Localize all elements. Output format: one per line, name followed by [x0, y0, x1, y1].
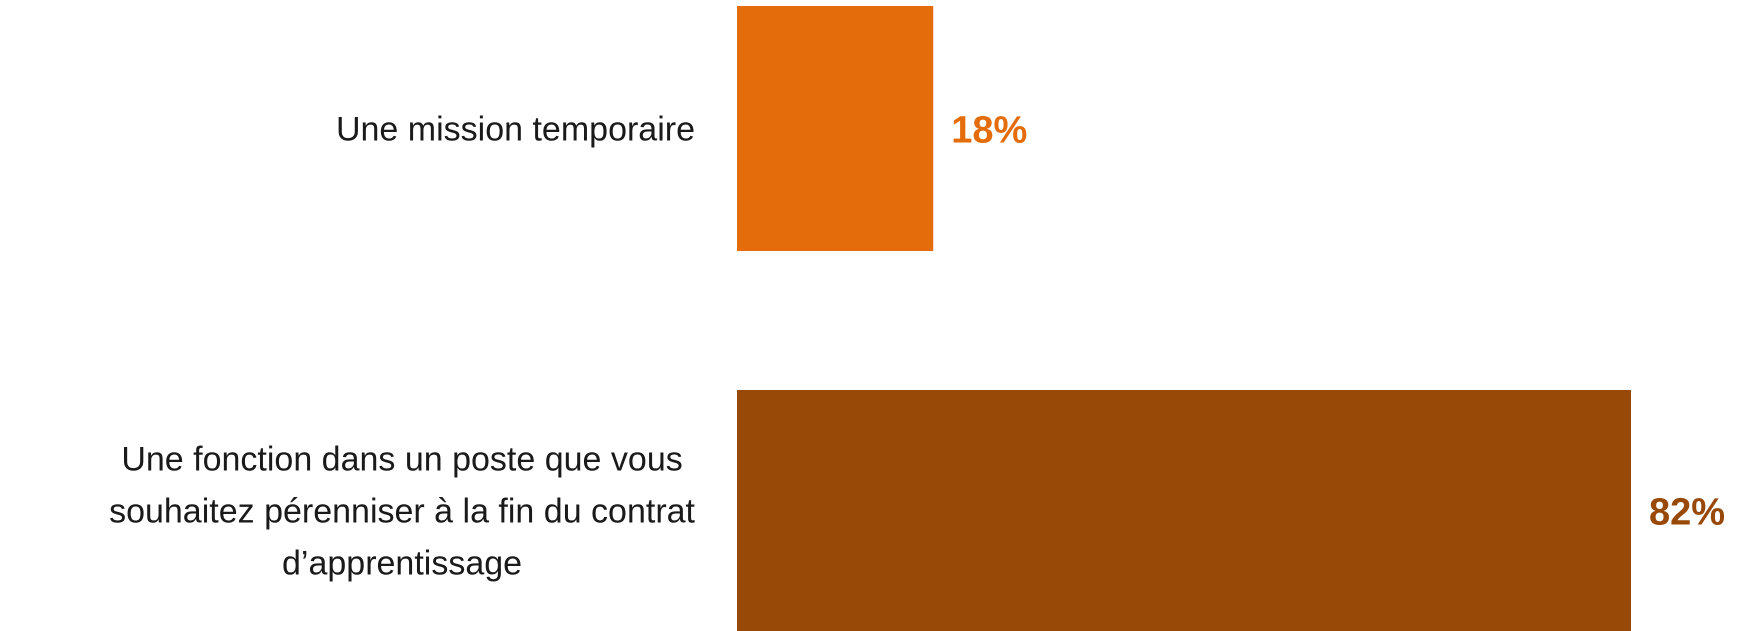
category-label-line: Une fonction dans un poste que vous: [121, 441, 682, 479]
bar-1: [737, 390, 1631, 631]
category-label-line: Une mission temporaire: [336, 111, 695, 149]
category-label-line: souhaitez pérenniser à la fin du contrat: [109, 493, 695, 531]
bar-0: [737, 6, 934, 251]
value-label-0: 18%: [951, 110, 1027, 152]
category-label-line: d’apprentissage: [282, 545, 522, 583]
category-label-1: Une fonction dans un poste que vous souha…: [109, 441, 695, 583]
category-label-0: Une mission temporaire: [336, 111, 695, 149]
value-label-1: 82%: [1649, 492, 1725, 534]
